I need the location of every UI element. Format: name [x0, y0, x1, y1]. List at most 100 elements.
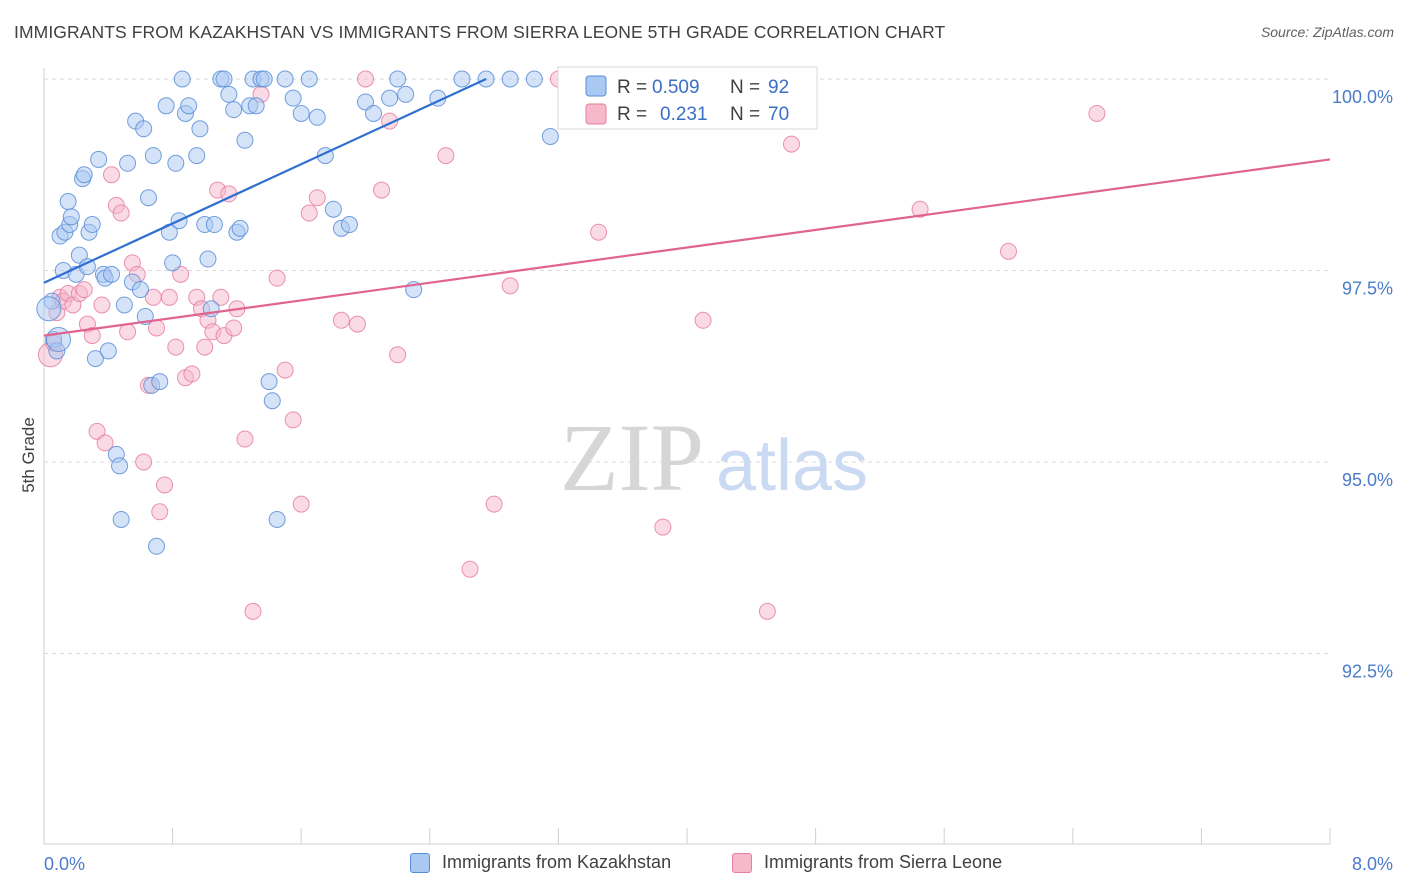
point-sierra-leone [225, 319, 243, 337]
point-sierra-leone [103, 166, 121, 184]
point-kazakhstan [357, 93, 374, 111]
axes [43, 68, 1331, 845]
point-kazakhstan [111, 457, 129, 475]
point-sierra-leone [112, 204, 130, 222]
stats-r-value: 0.509 [652, 77, 700, 98]
point-sierra-leone [83, 327, 101, 345]
point-kazakhstan [99, 342, 117, 360]
point-kazakhstan [300, 70, 318, 88]
legend-swatch-kazakhstan [410, 852, 430, 873]
point-kazakhstan [389, 70, 407, 88]
stats-swatch-kazakhstan [585, 75, 607, 97]
point-kazakhstan [103, 265, 121, 283]
watermark-atlas: atlas [716, 426, 868, 506]
point-sierra-leone [437, 147, 455, 165]
watermark: ZIP atlas [560, 404, 868, 511]
point-sierra-leone [284, 411, 302, 429]
point-sierra-leone [151, 503, 169, 521]
point-kazakhstan [205, 216, 223, 234]
point-kazakhstan [131, 281, 149, 299]
y-tick-label: 92.5% [1342, 662, 1393, 682]
point-sierra-leone [694, 311, 712, 329]
point-sierra-leone [119, 323, 137, 341]
point-sierra-leone [1000, 242, 1017, 260]
point-sierra-leone [332, 311, 350, 329]
stats-n-value: 92 [768, 77, 789, 98]
point-sierra-leone [196, 338, 214, 356]
point-sierra-leone [183, 365, 201, 383]
stats-swatch-sierra-leone [585, 103, 607, 125]
point-kazakhstan [276, 70, 294, 88]
point-kazakhstan [308, 108, 326, 126]
stats-n-value: 70 [768, 104, 789, 125]
point-kazakhstan [324, 200, 342, 218]
point-kazakhstan [164, 254, 182, 272]
y-tick-label: 95.0% [1342, 470, 1393, 490]
chart-title: IMMIGRANTS FROM KAZAKHSTAN VS IMMIGRANTS… [14, 22, 946, 42]
point-kazakhstan [139, 189, 157, 207]
point-kazakhstan [247, 97, 265, 115]
point-sierra-leone [373, 181, 391, 199]
point-kazakhstan [191, 120, 209, 138]
trend-line-sierra-leone [43, 158, 1331, 337]
point-kazakhstan [59, 193, 77, 211]
point-kazakhstan [255, 70, 273, 88]
stats-legend: R = 0.509 N = 92 R = 0.231 N = 70 [557, 66, 818, 130]
point-sierra-leone [160, 288, 178, 306]
data-points [36, 70, 1106, 620]
point-sierra-leone [276, 361, 294, 379]
point-kazakhstan [340, 216, 358, 234]
y-axis-label: 5th Grade [19, 417, 38, 493]
stats-r-value: 0.231 [660, 104, 708, 125]
x-tick-label: 0.0% [44, 854, 85, 874]
point-kazakhstan [397, 85, 415, 103]
point-kazakhstan [284, 89, 302, 107]
point-kazakhstan [188, 147, 206, 165]
point-kazakhstan [135, 120, 153, 138]
point-sierra-leone [93, 296, 111, 314]
point-kazakhstan [225, 101, 243, 119]
point-kazakhstan [220, 85, 238, 103]
stats-r-label: R = [617, 77, 647, 98]
point-kazakhstan [525, 70, 543, 88]
point-sierra-leone [88, 422, 106, 440]
point-sierra-leone [590, 223, 608, 241]
chart-source: Source: ZipAtlas.com [1260, 24, 1394, 40]
chart-legend: Immigrants from Kazakhstan Immigrants fr… [0, 852, 1406, 878]
stats-r-label: R = [617, 104, 647, 125]
point-sierra-leone [156, 476, 174, 494]
point-sierra-leone [236, 430, 254, 448]
point-kazakhstan [381, 89, 399, 107]
point-kazakhstan [90, 150, 108, 168]
point-kazakhstan [268, 510, 286, 528]
x-tick-label: 8.0% [1352, 854, 1393, 874]
legend-label-kazakhstan: Immigrants from Kazakhstan [442, 852, 672, 872]
point-kazakhstan [260, 373, 278, 391]
point-kazakhstan [62, 208, 80, 226]
point-sierra-leone [485, 495, 503, 513]
point-kazakhstan [151, 373, 169, 391]
point-sierra-leone [357, 70, 374, 88]
point-sierra-leone [300, 204, 318, 222]
trend-line-kazakhstan [43, 78, 487, 284]
point-sierra-leone [75, 281, 93, 299]
trend-lines [43, 78, 1331, 337]
y-tick-labels: 100.0% 97.5% 95.0% 92.5% [1332, 87, 1393, 682]
point-sierra-leone [135, 453, 153, 471]
point-sierra-leone [268, 269, 286, 287]
point-kazakhstan [541, 127, 559, 145]
point-kazakhstan [167, 154, 185, 172]
point-sierra-leone [911, 200, 929, 218]
point-sierra-leone [172, 265, 190, 283]
point-sierra-leone [389, 346, 407, 364]
point-sierra-leone [244, 602, 262, 620]
point-sierra-leone [461, 560, 479, 578]
point-kazakhstan [453, 70, 471, 88]
point-kazakhstan [215, 70, 233, 88]
y-tick-label: 100.0% [1332, 87, 1393, 107]
point-sierra-leone [212, 288, 230, 306]
point-kazakhstan [365, 104, 383, 122]
x-tick-labels: 0.0% 8.0% [44, 854, 1393, 874]
legend-swatch-sierra-leone [732, 852, 752, 873]
point-kazakhstan [86, 350, 104, 368]
